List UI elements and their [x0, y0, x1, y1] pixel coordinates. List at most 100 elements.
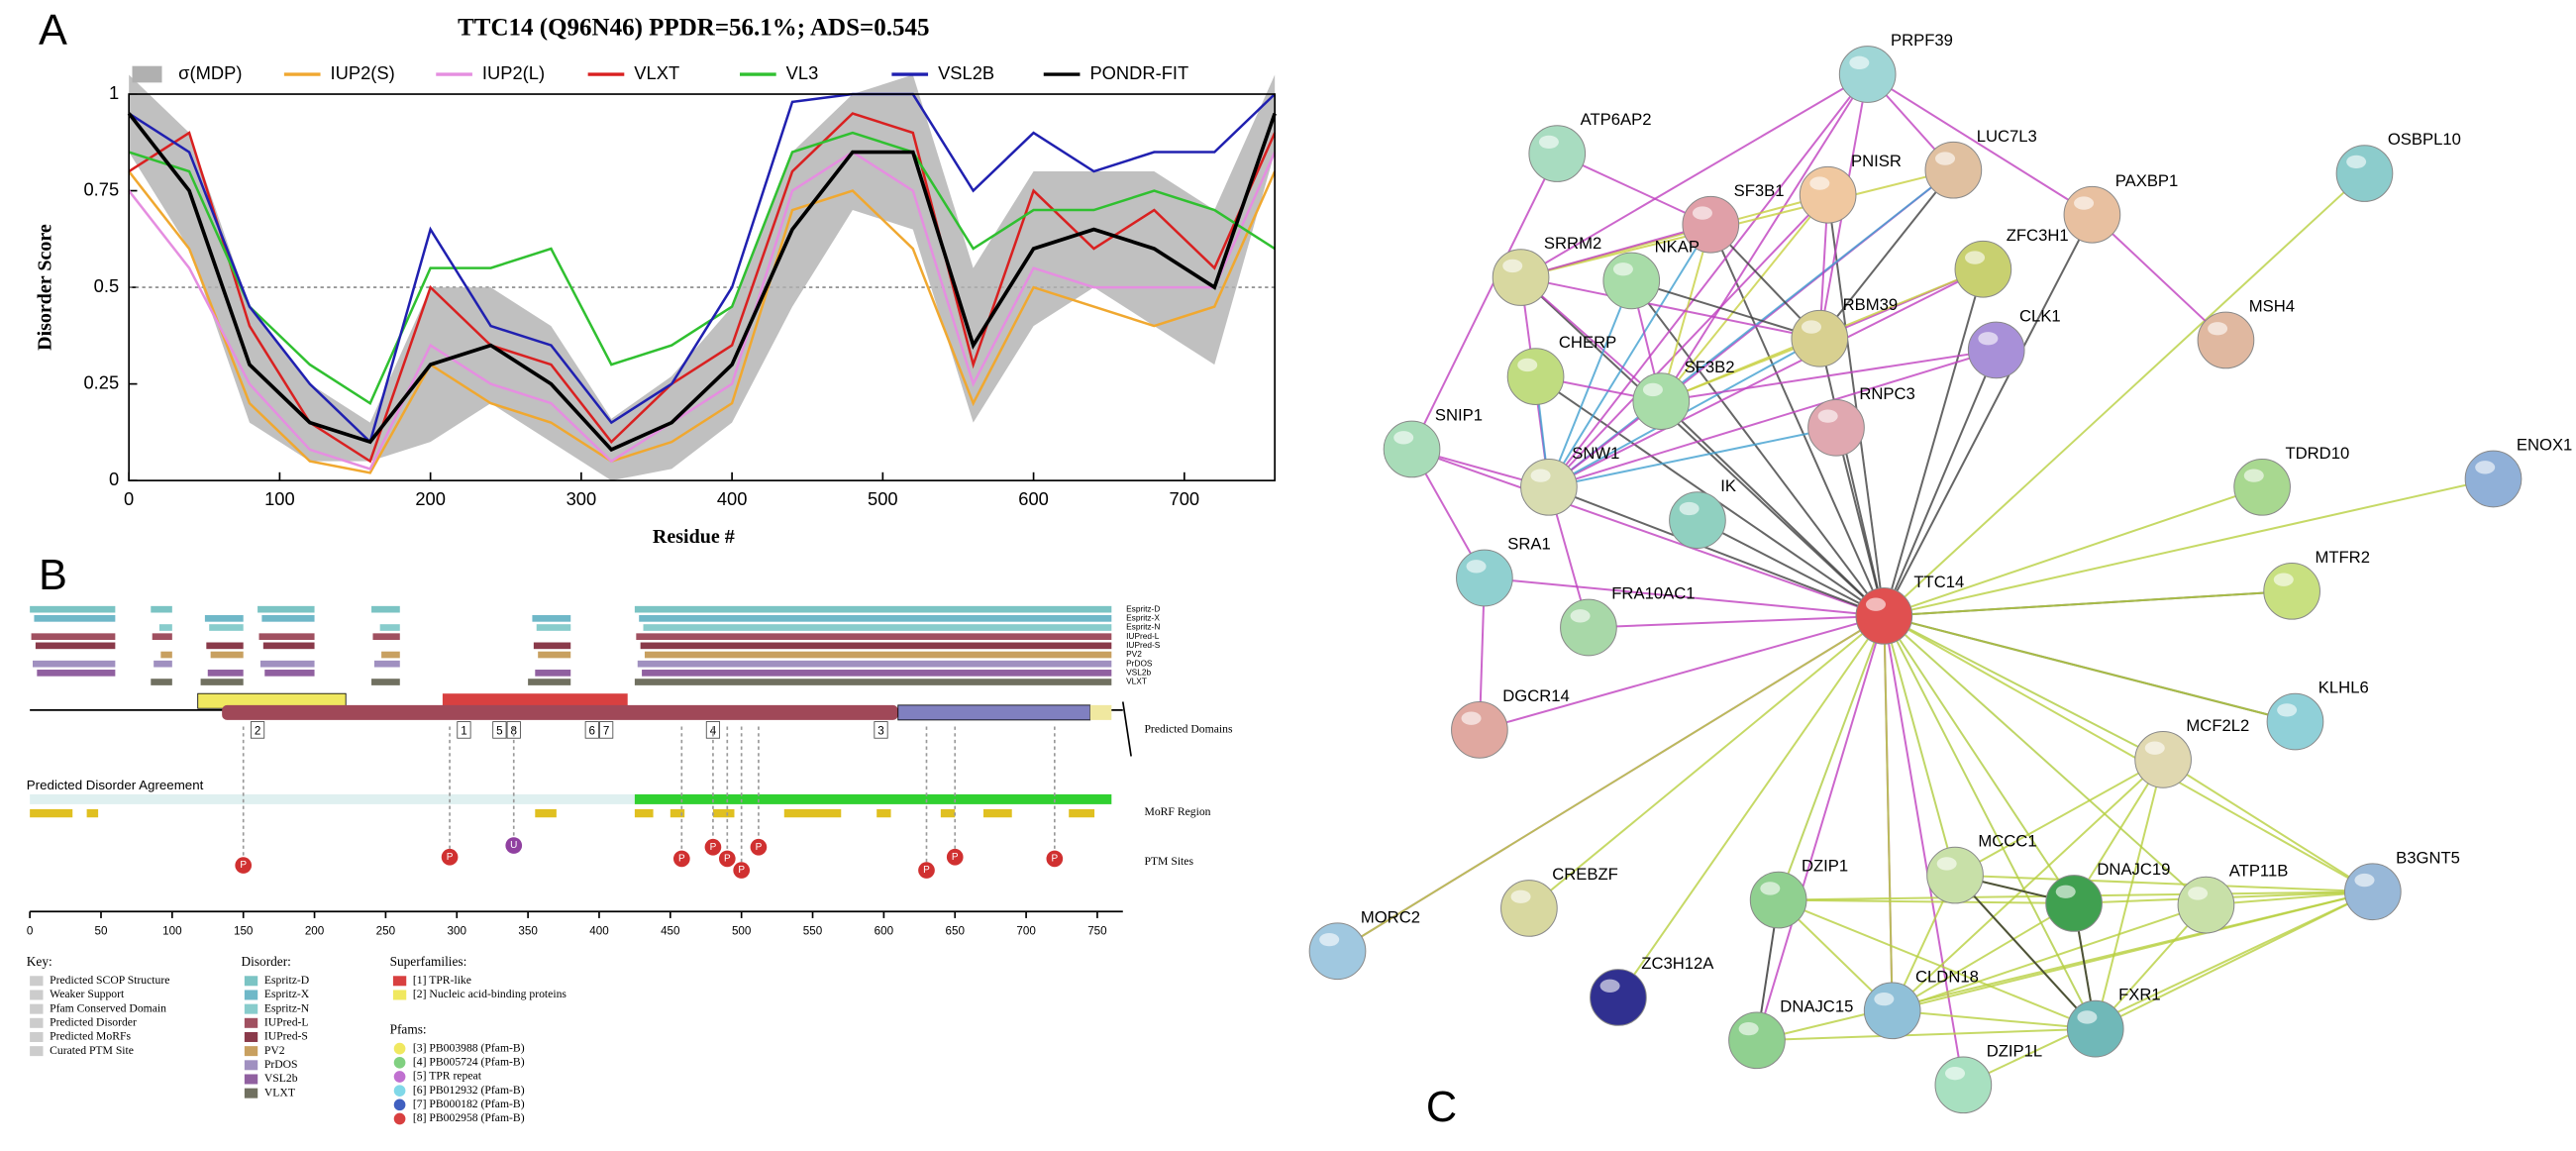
node-highlight	[1570, 609, 1591, 623]
disorder-track	[160, 651, 172, 659]
node-label: OSBPL10	[2388, 130, 2461, 149]
node-label: CREBZF	[1552, 865, 1618, 884]
legend-item: Predicted MoRFs	[50, 1030, 131, 1043]
track-label: PV2	[1126, 649, 1142, 659]
disorder-track	[154, 660, 172, 668]
protein-node	[2197, 311, 2255, 369]
protein-node	[1791, 309, 1849, 367]
edge	[1867, 73, 2093, 216]
section-label: Predicted Domains	[1144, 723, 1232, 736]
edge	[1548, 194, 1829, 488]
edge	[1818, 169, 1955, 340]
y-tick-label: 0.5	[94, 275, 119, 296]
domain-number: 5	[496, 725, 502, 738]
disorder-track	[536, 624, 571, 631]
protein-node	[1456, 549, 1513, 607]
disorder-track	[381, 651, 400, 659]
disorder-track	[259, 660, 315, 668]
tick-label: 700	[1016, 924, 1036, 937]
node-highlight	[1935, 152, 1956, 165]
protein-node	[2464, 450, 2523, 508]
disorder-track	[31, 633, 116, 641]
domain-tag	[492, 721, 507, 739]
domain	[1089, 704, 1112, 720]
disorder-track	[644, 651, 1112, 659]
edge	[1660, 194, 1829, 402]
ptm-letter: P	[756, 842, 763, 853]
panel-label: C	[1426, 1084, 1457, 1131]
tick-label: 450	[661, 924, 680, 937]
edge	[1954, 874, 2097, 1030]
section-label: PTM Sites	[1144, 855, 1193, 868]
swatch	[392, 976, 407, 987]
domain-number: 8	[510, 725, 516, 738]
protein-node	[1602, 252, 1661, 310]
disorder-track	[152, 633, 172, 641]
track-label: IUPred-L	[1126, 631, 1160, 641]
node-highlight	[2144, 741, 2165, 755]
series-line	[128, 131, 1276, 405]
x-tick-label: 200	[415, 488, 446, 509]
morf	[1069, 808, 1095, 818]
legend-label: VLXT	[634, 62, 679, 83]
sd-band	[129, 74, 1276, 481]
agreement-bar	[30, 793, 635, 804]
protein-node	[1308, 922, 1367, 981]
disorder-track	[538, 651, 571, 659]
node-highlight	[1738, 1021, 1759, 1036]
morf	[876, 808, 891, 818]
ptm-site	[733, 862, 751, 879]
panel-label: B	[39, 552, 67, 599]
legend-item: IUPred-S	[264, 1030, 308, 1043]
edge	[1883, 615, 2208, 906]
edge	[1883, 614, 2374, 893]
node-label: SRA1	[1507, 535, 1551, 554]
node-label: RBM39	[1843, 295, 1899, 314]
edge	[1892, 1009, 2096, 1030]
node-label: DNAJC19	[2097, 860, 2170, 879]
swatch	[244, 1074, 258, 1085]
disorder-track	[532, 615, 571, 622]
edge	[1410, 153, 1559, 450]
legend-title: Key:	[27, 954, 52, 969]
edge	[1519, 276, 1662, 402]
node-label: DNAJC15	[1780, 996, 1853, 1015]
disorder-track	[373, 660, 400, 668]
morf	[712, 808, 735, 818]
node-label: DZIP1L	[1987, 1041, 2042, 1060]
tick-label: 400	[589, 924, 609, 937]
plot-frame	[128, 93, 1276, 481]
protein-node	[1520, 458, 1578, 516]
morf	[940, 808, 956, 818]
edge	[1548, 349, 1997, 488]
node-highlight	[1599, 979, 1620, 993]
series-line	[128, 151, 1277, 471]
ptm-site	[1046, 850, 1064, 868]
disorder-track	[204, 615, 244, 622]
morf	[783, 808, 842, 818]
protein-node	[2266, 692, 2324, 751]
node-highlight	[1538, 135, 1559, 150]
disorder-track	[207, 670, 244, 677]
legend-item: IUPred-L	[264, 1015, 309, 1028]
node-label: ATP6AP2	[1581, 110, 1652, 129]
edge	[1954, 759, 2164, 877]
ptm-letter: U	[510, 840, 517, 851]
protein-node	[1506, 348, 1565, 405]
edge	[1883, 350, 1998, 617]
swatch	[393, 1042, 406, 1055]
protein-node	[1954, 240, 2012, 298]
node-label: RNPC3	[1859, 384, 1914, 403]
disorder-track	[258, 605, 315, 613]
edge	[1756, 1027, 2096, 1042]
protein-node	[1807, 398, 1865, 457]
edge	[1883, 615, 1965, 1086]
disorder-track	[264, 670, 315, 677]
tick-label: 200	[305, 924, 325, 937]
node-label: FRA10AC1	[1611, 584, 1695, 603]
edge	[1778, 898, 2075, 904]
protein-node	[1749, 871, 1807, 929]
swatch	[393, 1056, 406, 1069]
node-highlight	[1965, 251, 1986, 264]
